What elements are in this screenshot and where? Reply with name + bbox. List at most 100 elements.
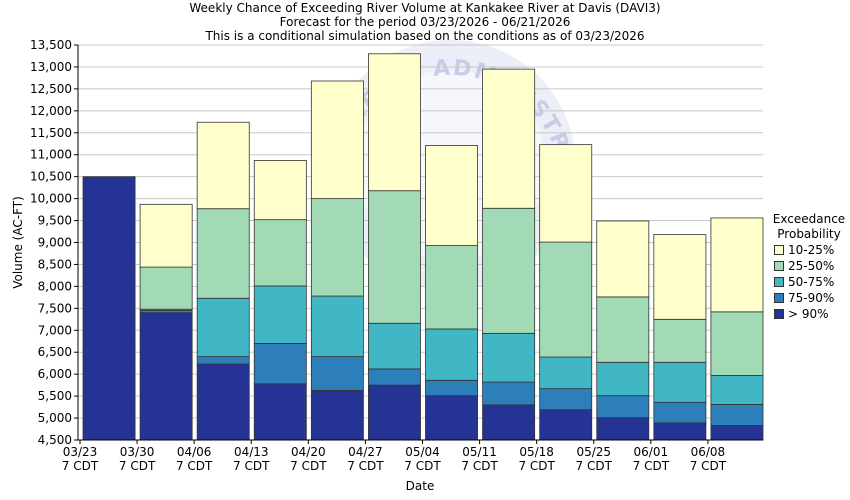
x-tick-label-time: 7 CDT xyxy=(290,459,327,473)
bar-segment xyxy=(597,297,649,362)
y-tick-label: 12,500 xyxy=(30,82,72,96)
legend-label: 75-90% xyxy=(788,291,834,306)
bar-segment xyxy=(311,81,363,199)
x-tick-label-date: 05/25 xyxy=(576,445,611,459)
bar-segment xyxy=(483,208,535,333)
y-tick-label: 5,500 xyxy=(38,389,72,403)
x-tick-label-time: 7 CDT xyxy=(119,459,156,473)
x-tick-label-time: 7 CDT xyxy=(62,459,99,473)
y-tick-label: 9,500 xyxy=(38,214,72,228)
x-tick-label-date: 06/01 xyxy=(634,445,669,459)
y-tick-label: 12,000 xyxy=(30,104,72,118)
x-tick-label-date: 04/06 xyxy=(177,445,212,459)
bar-segment xyxy=(368,323,420,369)
bar-segment xyxy=(654,319,706,362)
bar-segment xyxy=(597,221,649,297)
y-tick-label: 7,500 xyxy=(38,301,72,315)
x-tick-label-time: 7 CDT xyxy=(233,459,270,473)
x-tick-label-date: 03/23 xyxy=(63,445,98,459)
bar-segment xyxy=(483,69,535,208)
bar-segment xyxy=(140,204,192,267)
chart-canvas: ATMOSPHERIC ADMINISTRATION4,5005,0005,50… xyxy=(0,0,850,500)
bar-segment xyxy=(597,362,649,395)
bar-segment xyxy=(254,343,306,383)
bar-segment xyxy=(426,380,478,395)
legend-item: 10-25% xyxy=(770,242,848,258)
x-tick-label-date: 05/18 xyxy=(519,445,554,459)
legend-swatch xyxy=(774,245,784,255)
y-tick-label: 6,500 xyxy=(38,345,72,359)
bar-segment xyxy=(368,54,420,191)
bar-segment xyxy=(711,312,763,376)
bar-segment xyxy=(426,246,478,329)
bar-segment xyxy=(197,364,249,440)
bar-segment xyxy=(540,357,592,389)
x-tick-label-time: 7 CDT xyxy=(176,459,213,473)
legend-title-line2: Probability xyxy=(770,227,848,242)
bar-segment xyxy=(597,396,649,418)
x-tick-label-date: 05/04 xyxy=(405,445,440,459)
y-tick-label: 9,000 xyxy=(38,236,72,250)
bar-segment xyxy=(711,404,763,425)
bar-segment xyxy=(311,199,363,296)
y-tick-label: 11,500 xyxy=(30,126,72,140)
x-tick-label-time: 7 CDT xyxy=(690,459,727,473)
bar-segment xyxy=(140,313,192,440)
bar-segment xyxy=(711,218,763,312)
y-tick-label: 6,000 xyxy=(38,367,72,381)
y-tick-label: 13,500 xyxy=(30,38,72,52)
x-tick-label-time: 7 CDT xyxy=(518,459,555,473)
x-tick-label-date: 04/27 xyxy=(348,445,383,459)
x-tick-label-date: 03/30 xyxy=(120,445,155,459)
x-axis-label: Date xyxy=(406,479,435,493)
bar-segment xyxy=(368,191,420,324)
bar-segment xyxy=(540,242,592,357)
y-tick-label: 8,000 xyxy=(38,279,72,293)
bar-segment xyxy=(426,146,478,246)
legend-label: > 90% xyxy=(788,307,829,322)
bar-segment xyxy=(483,333,535,382)
bar-segment xyxy=(654,402,706,423)
bar-segment xyxy=(483,405,535,440)
bar-segment xyxy=(368,369,420,385)
x-tick-label-time: 7 CDT xyxy=(576,459,613,473)
bar-segment xyxy=(711,426,763,440)
bar-segment xyxy=(711,375,763,404)
legend-label: 50-75% xyxy=(788,275,834,290)
bar-segment xyxy=(311,357,363,391)
x-tick-label-time: 7 CDT xyxy=(404,459,441,473)
x-tick-label-date: 05/11 xyxy=(462,445,497,459)
bar-segment xyxy=(254,160,306,219)
y-tick-label: 10,000 xyxy=(30,192,72,206)
bar-segment xyxy=(483,382,535,405)
legend-item: > 90% xyxy=(770,306,848,322)
legend-item: 50-75% xyxy=(770,274,848,290)
legend-swatch xyxy=(774,293,784,303)
bar-segment xyxy=(254,384,306,440)
x-tick-label-date: 04/13 xyxy=(234,445,269,459)
bar-segment xyxy=(426,329,478,380)
legend-swatch xyxy=(774,261,784,271)
bar-segment xyxy=(540,145,592,242)
legend-label: 25-50% xyxy=(788,259,834,274)
y-tick-label: 10,500 xyxy=(30,170,72,184)
y-tick-label: 7,000 xyxy=(38,323,72,337)
legend-swatch xyxy=(774,277,784,287)
bar-segment xyxy=(654,235,706,320)
bar-segment xyxy=(254,286,306,343)
x-tick-label-time: 7 CDT xyxy=(347,459,384,473)
bar-segment xyxy=(368,385,420,440)
bar-segment xyxy=(83,177,135,440)
bar-segment xyxy=(540,389,592,410)
x-tick-label-time: 7 CDT xyxy=(633,459,670,473)
x-tick-label-date: 04/20 xyxy=(291,445,326,459)
bar-segment xyxy=(197,357,249,364)
bar-segment xyxy=(197,122,249,208)
x-tick-label-date: 06/08 xyxy=(691,445,726,459)
bar-segment xyxy=(540,410,592,440)
bar-segment xyxy=(140,267,192,309)
y-tick-label: 11,000 xyxy=(30,148,72,162)
y-tick-label: 5,000 xyxy=(38,411,72,425)
bar-segment xyxy=(654,362,706,402)
bar-segment xyxy=(197,209,249,299)
